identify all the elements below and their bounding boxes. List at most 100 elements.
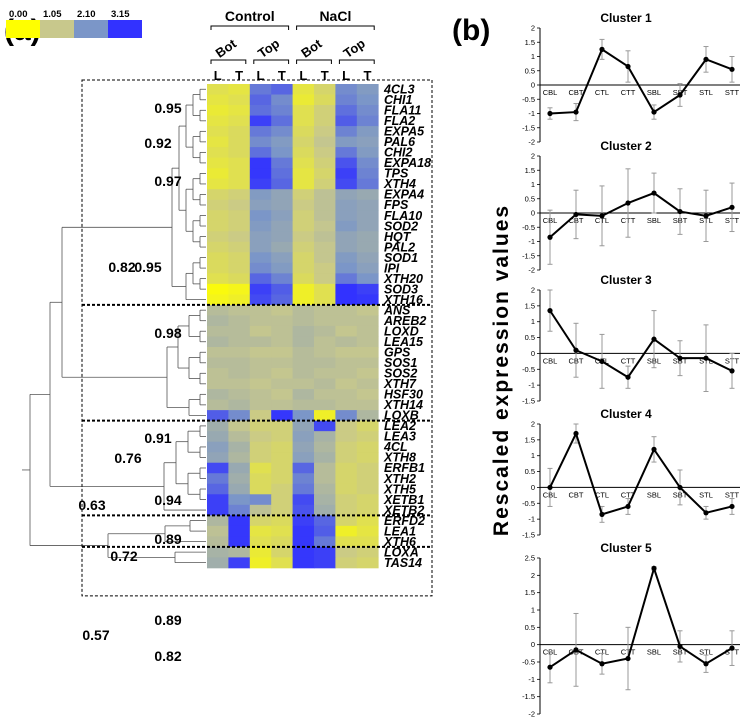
heatmap-cell xyxy=(228,210,251,222)
heatmap-cell xyxy=(314,115,336,127)
heatmap-cell xyxy=(228,420,251,432)
heatmap-cell xyxy=(207,115,229,127)
y-tick-label: 1.5 xyxy=(525,435,535,444)
x-category-label: CBL xyxy=(543,88,558,97)
y-tick-label: -0.5 xyxy=(522,658,535,667)
level-label: Bot xyxy=(298,36,325,61)
heatmap-cell xyxy=(292,241,315,253)
heatmap-cell xyxy=(292,399,315,411)
gene-label: LEA15 xyxy=(384,335,424,349)
y-tick-label: 0 xyxy=(531,640,535,649)
heatmap-cell xyxy=(335,136,358,148)
heatmap-cell xyxy=(249,126,272,137)
heatmap-cell xyxy=(271,546,293,558)
heatmap-cell xyxy=(356,252,379,264)
y-tick-label: 1 xyxy=(531,451,535,460)
heatmap-cell xyxy=(314,304,336,316)
heatmap-cell xyxy=(271,231,293,243)
heatmap-cell xyxy=(335,441,358,453)
x-category-label: SBL xyxy=(647,88,661,97)
bootstrap-value: 0.63 xyxy=(78,497,105,513)
heatmap-cell xyxy=(249,115,272,127)
heatmap-cell xyxy=(207,546,229,558)
heatmap-cell xyxy=(356,420,379,432)
heatmap-cell xyxy=(228,115,251,127)
heatmap-cell xyxy=(271,273,293,285)
cluster-title: Cluster 5 xyxy=(600,541,652,555)
heatmap-cell xyxy=(249,441,272,453)
data-point xyxy=(625,503,631,510)
heatmap-cell xyxy=(271,431,293,443)
y-tick-label: 1 xyxy=(531,317,535,326)
heatmap-cell xyxy=(314,336,336,348)
heatmap-cell xyxy=(335,84,358,95)
heatmap-cell xyxy=(292,304,315,316)
bootstrap-value: 0.57 xyxy=(82,627,109,643)
gene-labels: 4CL3CHI1FLA11FLA2EXPA5PAL6CHI2EXPA18TPSX… xyxy=(383,83,431,570)
gene-label: XTH14 xyxy=(383,398,423,412)
heatmap-cell xyxy=(228,325,251,337)
gene-label: EXPA4 xyxy=(384,188,424,202)
gene-label: SOD2 xyxy=(384,219,418,233)
row-dendrogram: 0.950.920.970.820.950.980.910.760.63 0.94… xyxy=(22,79,433,664)
x-category-label: STT xyxy=(725,490,740,499)
heatmap-cell xyxy=(249,157,272,169)
heatmap-cell xyxy=(314,546,336,558)
gene-label: SOD3 xyxy=(384,282,418,296)
heatmap-cell xyxy=(271,420,293,432)
y-tick-label: 0.5 xyxy=(525,333,535,342)
heatmap-cell xyxy=(292,389,315,400)
heatmap-cell xyxy=(207,420,229,432)
bootstrap-value: 0.82 xyxy=(108,259,135,275)
x-category-label: CTL xyxy=(595,88,609,97)
data-point xyxy=(547,234,553,240)
y-tick-label: -0.5 xyxy=(522,365,535,374)
heatmap-cell xyxy=(314,273,336,285)
heatmap-cell xyxy=(228,157,251,169)
y-tick-label: -1 xyxy=(528,109,535,118)
heatmap-cell xyxy=(314,231,336,243)
heatmap-cell xyxy=(249,462,272,474)
x-category-label: SBL xyxy=(647,490,661,499)
heatmap-cell xyxy=(335,147,358,159)
heatmap-cell xyxy=(207,473,229,485)
gene-label: XTH4 xyxy=(383,177,416,191)
heatmap-cell xyxy=(335,557,358,569)
heatmap-cell xyxy=(335,210,358,222)
legend-tick-label: 3.15 xyxy=(111,9,130,20)
heatmap-cell xyxy=(335,494,358,506)
data-point xyxy=(677,643,683,650)
heatmap-cell xyxy=(292,231,315,243)
heatmap-cell xyxy=(292,420,315,432)
heatmap-cell xyxy=(314,283,336,295)
heatmap-cell xyxy=(249,273,272,285)
cluster-title: Cluster 3 xyxy=(600,273,652,287)
heatmap-cell xyxy=(314,378,336,390)
heatmap-cell xyxy=(335,115,358,127)
heatmap-cell xyxy=(335,283,358,295)
heatmap-cell xyxy=(292,147,315,159)
legend-swatch xyxy=(74,20,108,38)
heatmap-cell xyxy=(335,462,358,474)
gene-label: TAS14 xyxy=(384,556,422,570)
bootstrap-value: 0.76 xyxy=(114,450,141,466)
heatmap-cell xyxy=(271,536,293,548)
y-tick-label: -1 xyxy=(528,237,535,246)
series-line xyxy=(549,191,733,238)
heatmap-cell xyxy=(314,389,336,400)
condition-bracket xyxy=(296,25,375,30)
y-tick-label: 0.5 xyxy=(525,66,535,75)
heatmap-cell xyxy=(356,294,379,306)
gene-label: XTH8 xyxy=(383,451,416,465)
legend-swatch xyxy=(108,20,142,38)
heatmap-cell xyxy=(335,525,358,537)
heatmap-cell xyxy=(314,294,336,306)
gene-label: XTH20 xyxy=(383,272,423,286)
heatmap-cell xyxy=(356,399,379,411)
heatmap-cell xyxy=(207,357,229,369)
heatmap-cell xyxy=(314,462,336,474)
heatmap-cell xyxy=(228,283,251,295)
heatmap-cell xyxy=(356,241,379,253)
heatmap-cell xyxy=(228,136,251,148)
heatmap-cell xyxy=(356,504,379,516)
